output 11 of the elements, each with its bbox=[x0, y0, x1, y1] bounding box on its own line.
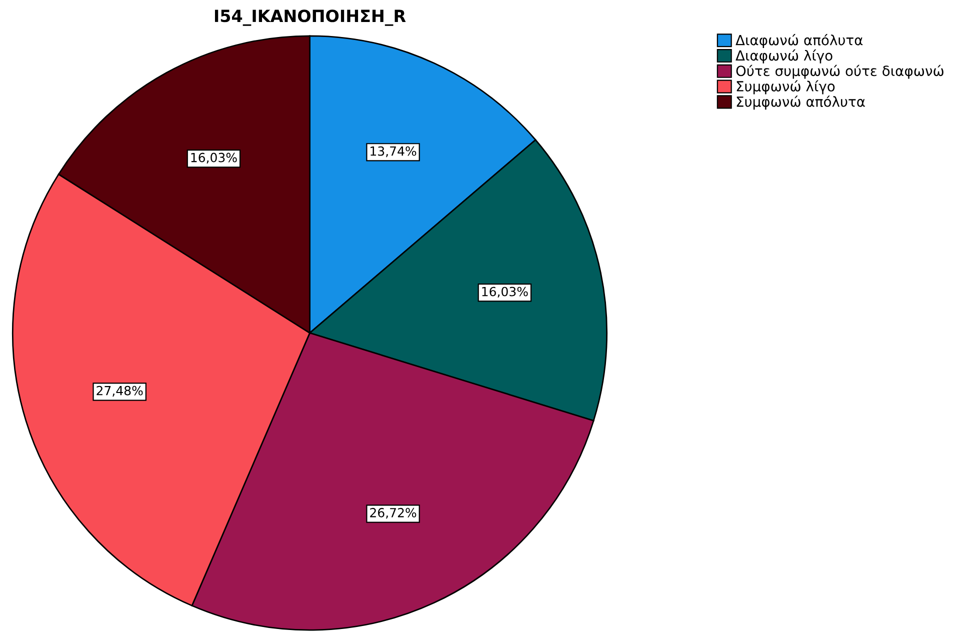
chart-title: I54_ΙΚΑΝΟΠΟΙΗΣΗ_R bbox=[214, 10, 406, 26]
data-label: 27,48% bbox=[96, 386, 143, 397]
legend-label: Διαφωνώ λίγο bbox=[736, 49, 832, 64]
data-label: 16,03% bbox=[191, 152, 237, 164]
data-label: 16,03% bbox=[482, 286, 528, 298]
data-label: 26,72% bbox=[370, 508, 416, 519]
legend-label: Διαφωνώ απόλυτα bbox=[736, 34, 863, 48]
legend-label: Συμφωνώ λίγο bbox=[736, 80, 835, 94]
legend-label: Ούτε συμφωνώ ούτε διαφωνώ bbox=[736, 64, 944, 79]
legend-label: Συμφωνώ απόλυτα bbox=[736, 96, 865, 110]
data-label: 13,74% bbox=[370, 146, 416, 158]
